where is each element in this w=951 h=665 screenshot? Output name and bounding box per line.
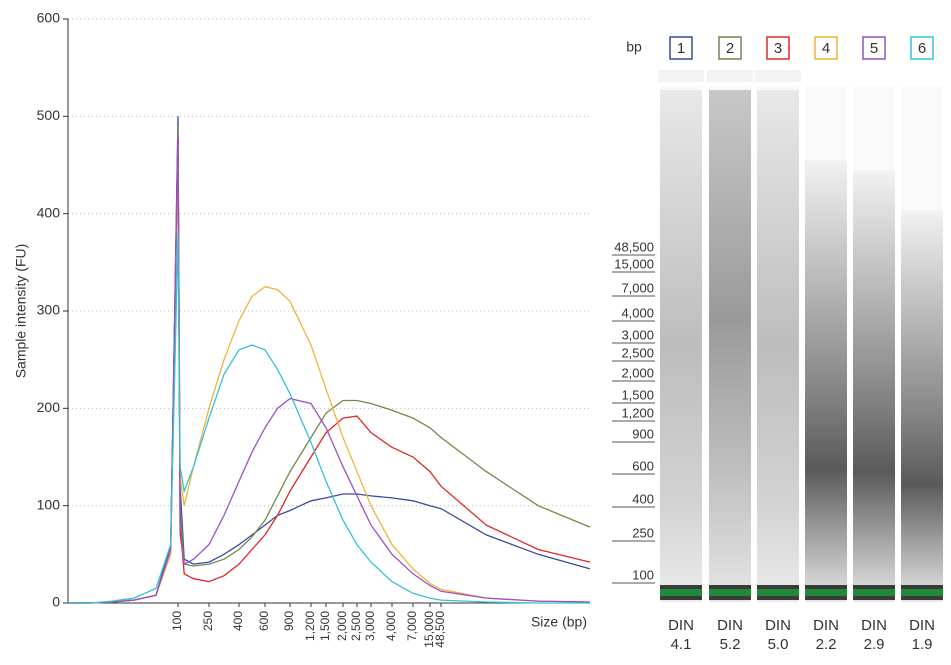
trace <box>68 136 590 603</box>
x-tick-label: 400 <box>231 611 245 631</box>
din-value: 2.2 <box>816 636 837 653</box>
ladder-label: 3,000 <box>621 327 654 342</box>
din-label: DIN <box>668 617 694 634</box>
lane-number: 5 <box>870 40 878 57</box>
x-tick-label: 900 <box>282 611 296 631</box>
marker-band-green <box>660 589 702 596</box>
ladder-label: 48,500 <box>614 239 654 254</box>
lane-smear <box>709 90 751 602</box>
din-label: DIN <box>717 617 743 634</box>
marker-band-green <box>757 589 799 596</box>
ladder-label: 2,500 <box>621 345 654 360</box>
lane-smear <box>757 90 799 602</box>
din-value: 5.2 <box>720 636 741 653</box>
lane-number: 4 <box>822 40 830 57</box>
x-tick-label: 2,000 <box>335 611 349 641</box>
x-tick-label: 1,500 <box>318 611 332 641</box>
din-value: 5.0 <box>768 636 789 653</box>
ladder-label: 7,000 <box>621 280 654 295</box>
trace <box>68 233 590 603</box>
ladder-label: 2,000 <box>621 365 654 380</box>
din-label: DIN <box>861 617 887 634</box>
lane-number: 3 <box>774 40 782 57</box>
x-tick-label: 600 <box>257 611 271 631</box>
trace <box>68 116 590 603</box>
lane-number: 2 <box>726 40 734 57</box>
gel: bp 100 250 400 600 900 1,200 1,500 2,000 2,500 3,… <box>612 37 943 653</box>
lane-number: 6 <box>918 40 926 57</box>
well <box>755 70 801 82</box>
din-value: 4.1 <box>671 636 692 653</box>
y-tick-label: 100 <box>37 496 61 512</box>
ladder-label: 100 <box>632 567 654 582</box>
din-label: DIN <box>813 617 839 634</box>
gel-unit-label: bp <box>626 39 642 55</box>
lane-smear <box>901 210 943 602</box>
ladder-label: 250 <box>632 525 654 540</box>
trace <box>68 126 590 603</box>
y-tick-label: 500 <box>37 107 61 123</box>
lane-smear <box>853 170 895 602</box>
x-tick-label: 48,500 <box>433 611 447 648</box>
ladder-label: 15,000 <box>614 256 654 271</box>
trace <box>68 136 590 603</box>
x-tick-label: 100 <box>170 611 184 631</box>
y-tick-label: 0 <box>52 594 60 610</box>
lane-number: 1 <box>677 40 685 57</box>
x-axis-label: Size (bp) <box>531 614 587 630</box>
ladder-label: 1,500 <box>621 387 654 402</box>
ladder-label: 600 <box>632 458 654 473</box>
well <box>658 70 704 82</box>
ladder-label: 4,000 <box>621 305 654 320</box>
y-tick-label: 300 <box>37 302 61 318</box>
y-tick-label: 600 <box>37 10 61 26</box>
x-tick-label: 3,000 <box>363 611 377 641</box>
chart: 01002003004005006001002504006009001,2001… <box>0 0 951 660</box>
y-tick-label: 400 <box>37 204 61 220</box>
marker-band-green <box>709 589 751 596</box>
ladder-label: 900 <box>632 426 654 441</box>
y-tick-label: 200 <box>37 399 61 415</box>
x-tick-label: 1,200 <box>303 611 317 641</box>
x-tick-label: 250 <box>201 611 215 631</box>
lane-smear <box>805 160 847 602</box>
x-tick-label: 2,500 <box>349 611 363 641</box>
din-label: DIN <box>765 617 791 634</box>
x-tick-label: 4,000 <box>384 611 398 641</box>
y-axis-label: Sample intensity (FU) <box>13 244 29 379</box>
marker-band-green <box>853 589 895 596</box>
marker-band-green <box>901 589 943 596</box>
din-value: 1.9 <box>912 636 933 653</box>
ladder-label: 400 <box>632 491 654 506</box>
marker-band-green <box>805 589 847 596</box>
x-tick-label: 7,000 <box>405 611 419 641</box>
ladder-label: 1,200 <box>621 405 654 420</box>
din-label: DIN <box>909 617 935 634</box>
well <box>707 70 753 82</box>
din-value: 2.9 <box>864 636 885 653</box>
lane-smear <box>660 90 702 602</box>
